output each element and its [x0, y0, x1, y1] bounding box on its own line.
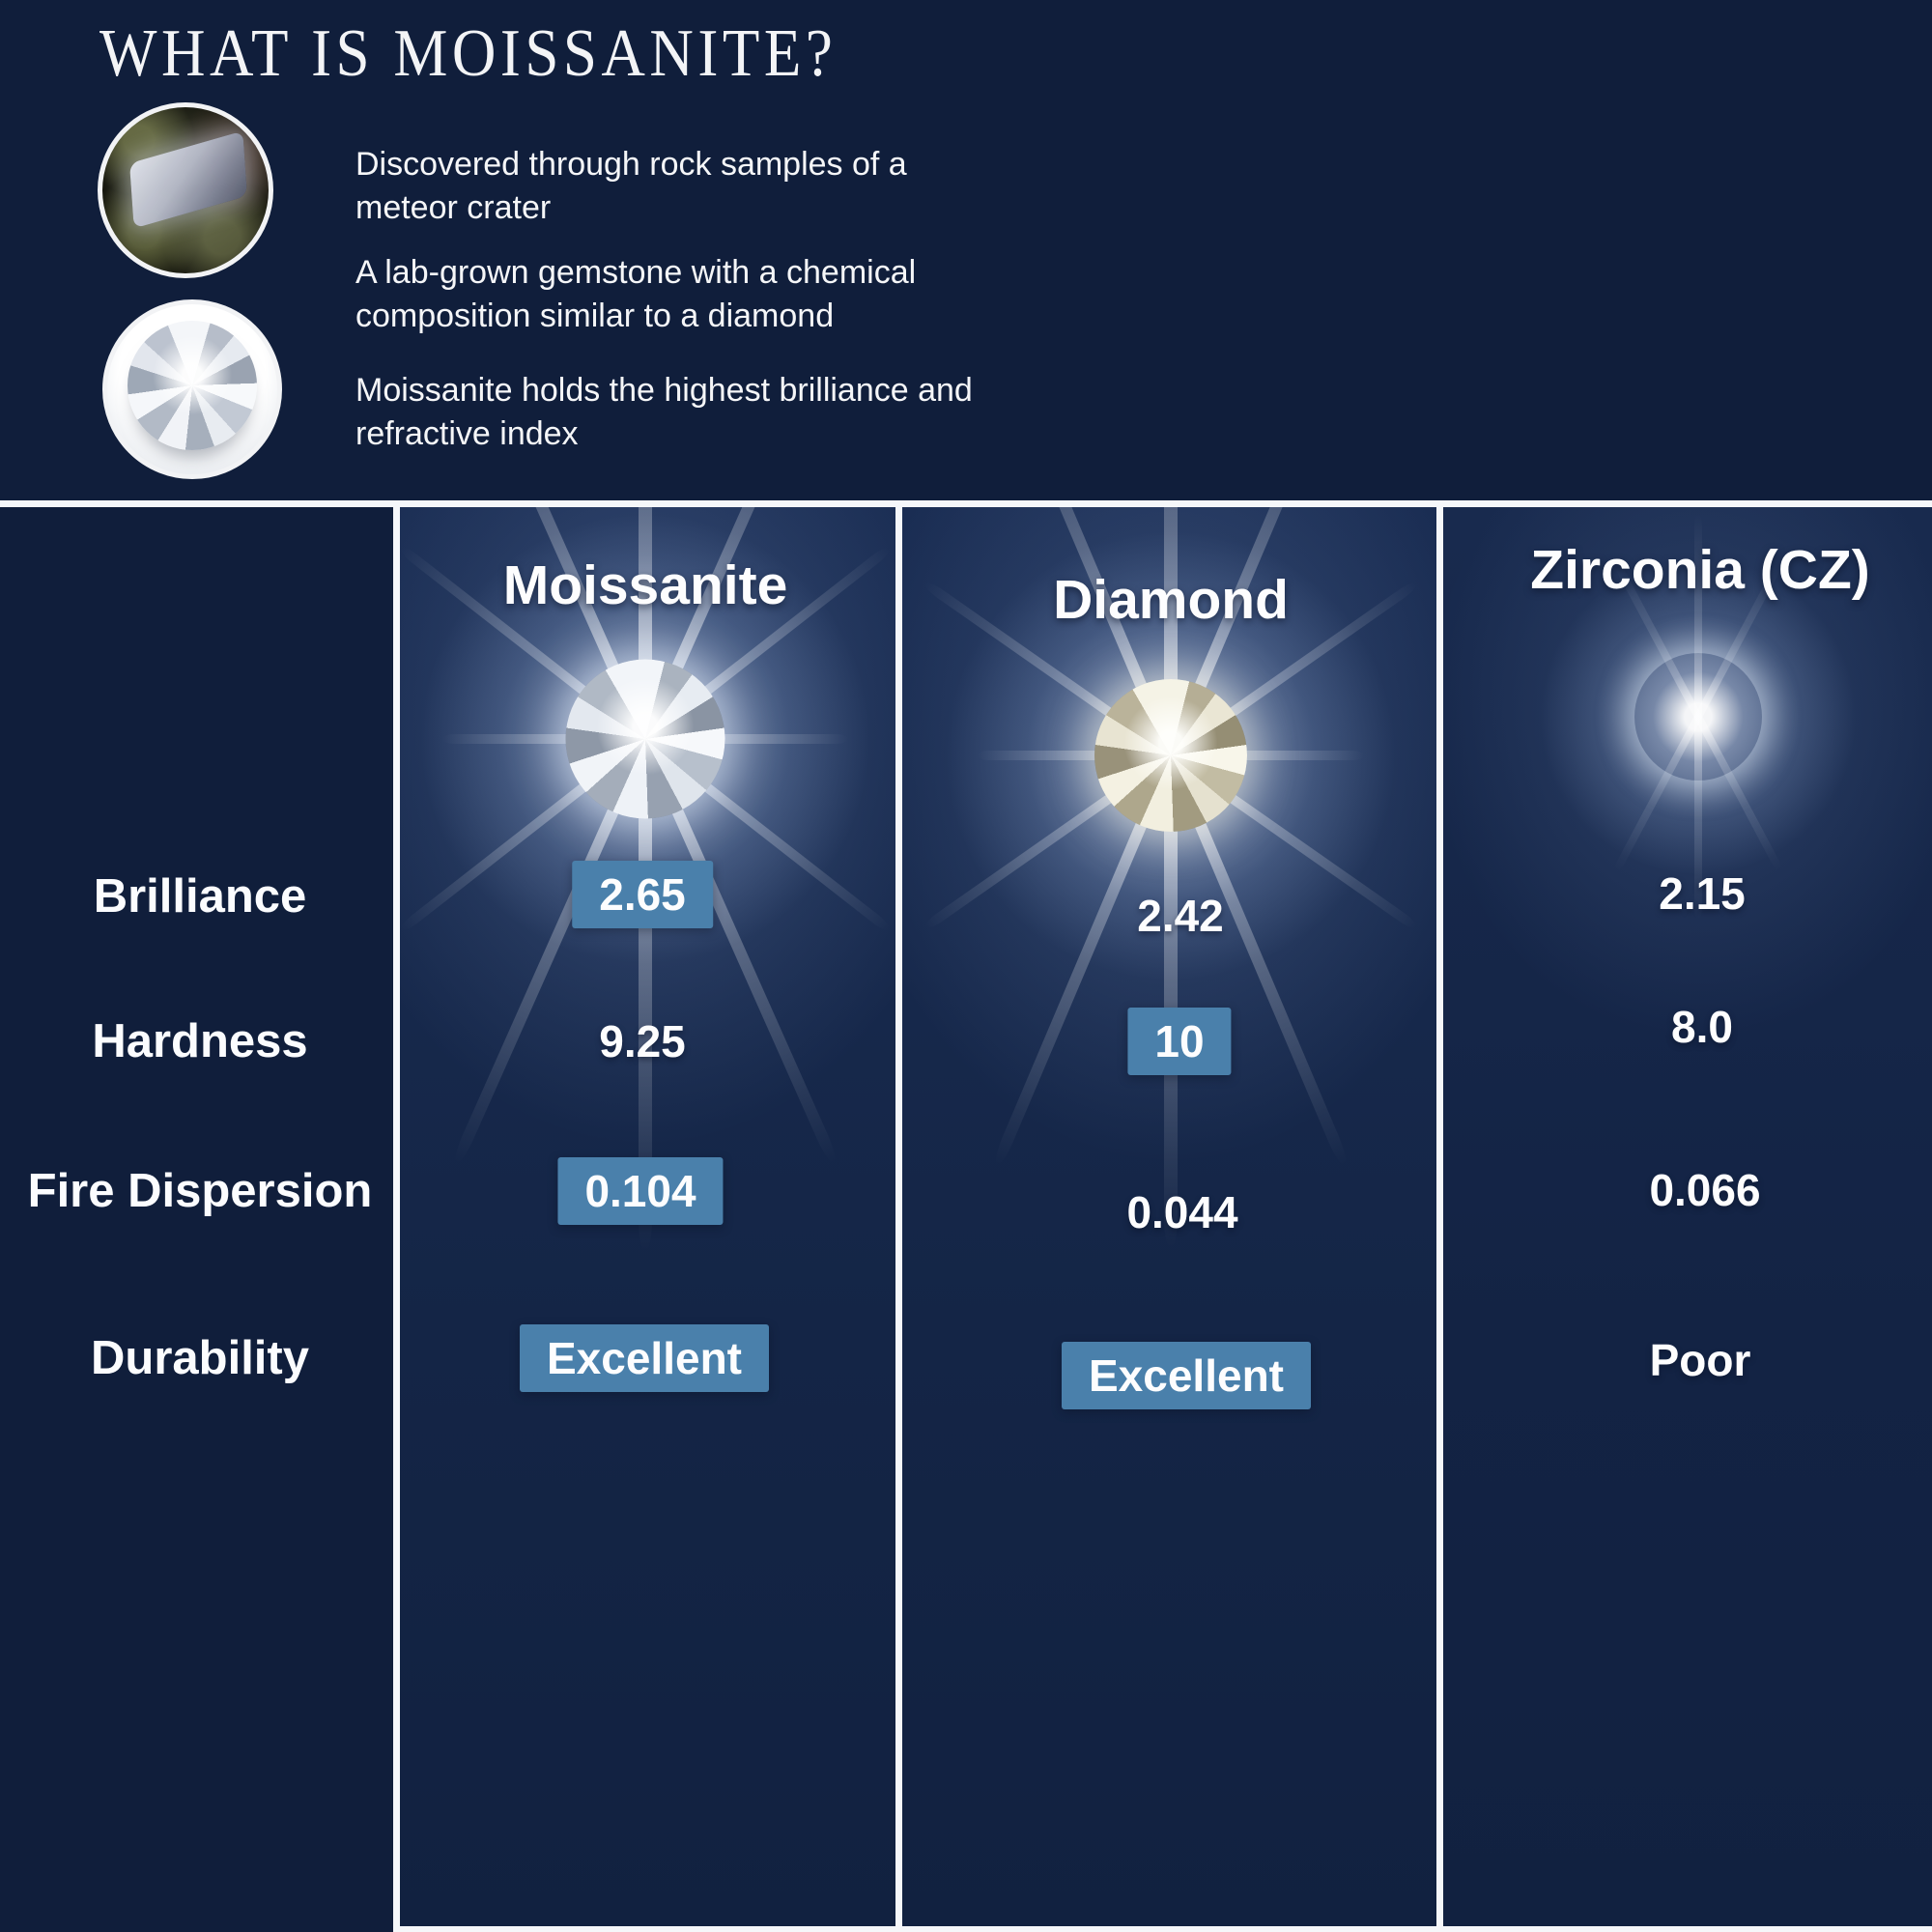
- row-label-fire-dispersion: Fire Dispersion: [27, 1165, 373, 1217]
- page-title: WHAT IS MOISSANITE?: [99, 16, 838, 91]
- glow: [1539, 557, 1858, 876]
- value-moissanite-fire-dispersion: 0.104: [557, 1157, 724, 1225]
- row-label-hardness: Hardness: [92, 1015, 308, 1067]
- intro-bullet-2: A lab-grown gemstone with a chemical com…: [355, 254, 917, 335]
- value-zirconia-durability: Poor: [1649, 1335, 1751, 1385]
- value-zirconia-hardness: 8.0: [1671, 1002, 1733, 1052]
- table-divider-1: [393, 500, 400, 1932]
- moissanite-gem-photo: [102, 299, 282, 479]
- moissanite-gem-icon: [565, 659, 725, 819]
- value-diamond-brilliance: 2.42: [1137, 891, 1224, 941]
- value-diamond-durability: Excellent: [1062, 1342, 1311, 1409]
- value-moissanite-brilliance: 2.65: [572, 861, 713, 928]
- zirconia-gem-icon: [1634, 653, 1762, 781]
- intro-bullet-3: Moissanite holds the highest brilliance …: [355, 372, 973, 453]
- value-zirconia-brilliance: 2.15: [1659, 868, 1746, 919]
- value-moissanite-durability: Excellent: [520, 1324, 769, 1392]
- table-bottom-line: [393, 1926, 1932, 1932]
- value-diamond-fire-dispersion: 0.044: [1126, 1187, 1238, 1237]
- diamond-column-panel: [902, 507, 1436, 1932]
- row-label-durability: Durability: [91, 1332, 309, 1384]
- gem-image: [128, 321, 257, 451]
- light-ray: [1694, 514, 1702, 920]
- column-header-moissanite: Moissanite: [502, 554, 788, 616]
- table-divider-2: [895, 500, 902, 1932]
- diamond-gem-icon: [1094, 679, 1247, 832]
- zirconia-column-panel: [1443, 507, 1932, 1932]
- value-moissanite-hardness: 9.25: [599, 1016, 686, 1066]
- column-header-zirconia: Zirconia (CZ): [1530, 539, 1870, 601]
- row-label-brilliance: Brilliance: [93, 870, 307, 923]
- table-top-line: [0, 500, 1932, 507]
- value-zirconia-fire-dispersion: 0.066: [1649, 1165, 1761, 1215]
- moissanite-column-panel: [400, 507, 895, 1932]
- intro-bullet-1: Discovered through rock samples of a met…: [355, 146, 907, 227]
- meteor-rock-photo: [98, 102, 273, 278]
- column-header-diamond: Diamond: [1053, 569, 1289, 631]
- crystal-highlight: [129, 130, 247, 229]
- value-diamond-hardness: 10: [1127, 1008, 1232, 1075]
- table-divider-3: [1436, 500, 1443, 1932]
